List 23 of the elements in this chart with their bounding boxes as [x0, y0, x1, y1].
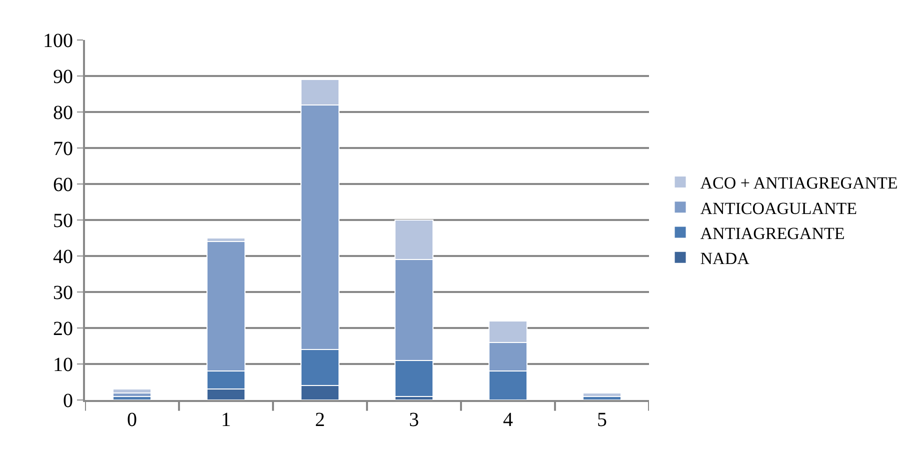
x-tick-label: 3: [409, 409, 419, 431]
y-tick-label: 50: [53, 210, 73, 232]
bar: [112, 388, 152, 394]
bar: [582, 392, 622, 397]
y-tick-label: 30: [53, 282, 73, 304]
y-tick-label: 20: [53, 318, 73, 340]
legend-label: NADA: [700, 248, 750, 268]
legend-label: ACO + ANTIAGREGANTE: [700, 174, 898, 193]
legend-label: ANTIAGREGANTE: [700, 224, 845, 243]
y-tick-label: 90: [53, 66, 73, 88]
x-tick-label: 0: [127, 409, 137, 431]
y-tick-label: 70: [53, 138, 73, 160]
x-tick-label: 5: [597, 409, 607, 431]
x-tick-label: 1: [221, 409, 231, 431]
y-tick-label: 10: [53, 354, 73, 376]
y-tick-label: 60: [53, 174, 73, 196]
x-tick-label: 2: [315, 409, 325, 431]
y-tick-label: 40: [53, 246, 73, 268]
y-tick-label: 0: [63, 390, 73, 412]
y-tick-label: 100: [43, 30, 73, 52]
legend-label: ANTICOAGULANTE: [700, 198, 858, 218]
x-tick-label: 4: [503, 409, 513, 431]
y-tick-label: 80: [53, 102, 73, 124]
